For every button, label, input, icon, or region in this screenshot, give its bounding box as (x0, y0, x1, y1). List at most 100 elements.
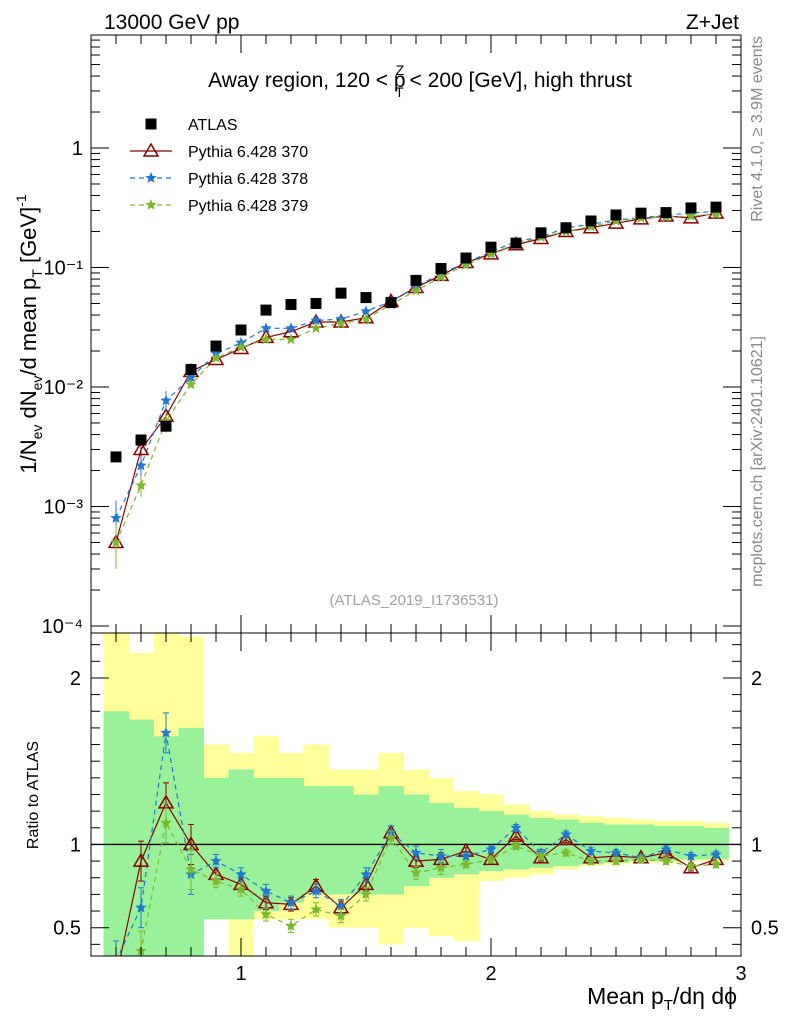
atlas-point (485, 241, 497, 253)
ratio-point (532, 849, 550, 864)
mcplots-label: mcplots.cern.ch [arXiv:2401.10621] (749, 336, 766, 587)
atlas-point (185, 364, 197, 376)
data-point (257, 328, 275, 344)
analysis-id-label: (ATLAS_2019_I1736531) (329, 592, 498, 609)
atlas-point (535, 227, 547, 239)
ratio-point (585, 845, 597, 856)
data-point (310, 322, 322, 334)
ratio-point (360, 888, 372, 900)
data-point (710, 208, 722, 219)
ratio-point (535, 850, 547, 861)
data-point (185, 378, 197, 390)
ratio-band-stat (328, 786, 354, 895)
data-point (210, 352, 222, 363)
main-y-tick-label: 10⁻⁴ (42, 616, 83, 638)
ratio-point (410, 866, 422, 878)
ratio-point (435, 861, 447, 873)
ratio-x-tick-label: 2 (485, 963, 496, 985)
data-point (410, 284, 422, 296)
data-point (332, 313, 350, 328)
ratio-point (610, 846, 622, 858)
main-title-post: < 200 [GeV], high thrust (404, 69, 632, 92)
atlas-point (210, 340, 222, 352)
legend-marker (145, 118, 157, 130)
data-point (110, 536, 122, 548)
atlas-point (610, 209, 622, 221)
series-line (115, 212, 717, 543)
xlabel-sub: T (664, 997, 673, 1014)
atlas-point (110, 451, 122, 463)
atlas-point (360, 292, 372, 304)
ratio-y-tick-label: 0.5 (53, 918, 81, 940)
ratio-point (610, 855, 622, 866)
ratio-point (160, 816, 172, 828)
legend-label: Pythia 6.428 378 (188, 171, 308, 188)
legend-label: Pythia 6.428 370 (188, 144, 308, 161)
ratio-point (335, 900, 347, 911)
ratio-band-stat (153, 736, 179, 956)
ratio-y-tick-label: 2 (70, 668, 81, 690)
ratio-point (710, 858, 722, 870)
data-point (207, 350, 225, 366)
main-title: Away region, 120 < pZ T < 200 [GeV], high… (208, 62, 632, 100)
atlas-point (435, 263, 447, 275)
atlas-point (285, 299, 297, 311)
data-point (335, 317, 347, 329)
main-y-tick-label: 10⁻² (44, 377, 84, 399)
ratio-point (685, 850, 697, 861)
data-point (432, 266, 450, 282)
ratio-point (135, 901, 147, 913)
ratio-point (435, 850, 447, 861)
ratio-y-tick-label-right: 2 (751, 668, 762, 690)
ratio-point (285, 920, 297, 931)
ratio-point (360, 868, 372, 880)
main-title-sup: Z (396, 62, 405, 78)
ratio-point (210, 875, 222, 886)
energy-label: 13000 GeV pp (104, 11, 239, 34)
ratio-point (660, 843, 672, 855)
main-y-tick-label: 1 (72, 138, 83, 160)
ratio-point (510, 821, 522, 833)
ratio-y-tick-label-right: 1 (751, 834, 762, 856)
atlas-point (160, 420, 172, 432)
ratio-point (285, 896, 297, 908)
atlas-point (410, 274, 422, 286)
ratio-point (109, 971, 123, 983)
ratio-point (160, 726, 172, 738)
atlas-point (635, 207, 647, 219)
atlas-point (335, 287, 347, 299)
ratio-point (460, 850, 472, 861)
ratio-point (557, 830, 575, 846)
ratio-x-tick-label: 3 (735, 963, 746, 985)
data-point (685, 210, 697, 221)
ratio-point (235, 883, 247, 895)
data-point (135, 459, 147, 471)
main-panel: 10⁻⁴ 10⁻³ 10⁻² 10⁻¹ 1 Away region, 120 < pZ T… (13, 34, 742, 638)
process-label: Z+Jet (686, 11, 739, 34)
data-point (485, 247, 497, 259)
data-point (460, 259, 472, 270)
ratio-point (385, 831, 397, 843)
data-point (582, 219, 600, 234)
data-point (682, 209, 700, 224)
ratio-point (560, 828, 572, 840)
ratio-point (235, 868, 247, 880)
ratio-point (560, 846, 572, 858)
legend-label: Pythia 6.428 379 (188, 198, 308, 215)
legend-label: ATLAS (188, 117, 238, 134)
atlas-point (510, 237, 522, 249)
ratio-axes: 0.5 0.5 1 1 2 2 1 2 3 (53, 633, 779, 985)
main-title-pre: Away region, 120 < p (208, 69, 406, 92)
ratio-xlabel: Mean pT/dη dϕ (587, 983, 737, 1014)
legend-marker (142, 142, 160, 157)
data-point (160, 394, 172, 406)
ratio-point (132, 852, 150, 867)
ratio-band-stat (103, 711, 129, 956)
data-point (360, 313, 372, 324)
data-point (360, 305, 372, 317)
ratio-point (710, 848, 722, 860)
ratio-point (310, 885, 322, 896)
data-point (435, 271, 447, 282)
data-point (232, 340, 250, 355)
